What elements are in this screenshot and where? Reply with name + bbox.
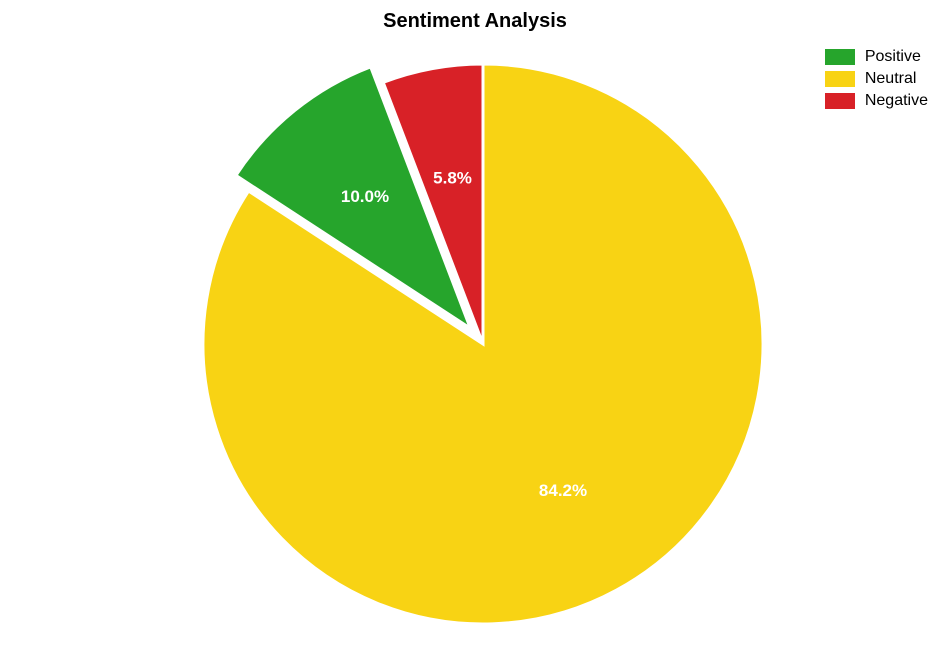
legend-label-positive: Positive: [865, 48, 921, 66]
legend-swatch-neutral: [825, 71, 855, 87]
legend-item-negative: Negative: [825, 92, 928, 110]
pie-slice-label-positive: 10.0%: [341, 187, 389, 206]
legend-swatch-negative: [825, 93, 855, 109]
legend: Positive Neutral Negative: [825, 48, 928, 114]
pie-chart-svg: 84.2% 10.0% 5.8%: [0, 0, 950, 662]
pie-slice-label-neutral: 84.2%: [539, 481, 587, 500]
pie-chart-container: Sentiment Analysis 84.2%10.0%5.8% Positi…: [0, 0, 950, 662]
pie-slice-label-negative: 5.8%: [433, 168, 472, 187]
legend-label-negative: Negative: [865, 92, 928, 110]
legend-label-neutral: Neutral: [865, 70, 917, 88]
legend-swatch-positive: [825, 49, 855, 65]
legend-item-neutral: Neutral: [825, 70, 928, 88]
legend-item-positive: Positive: [825, 48, 928, 66]
